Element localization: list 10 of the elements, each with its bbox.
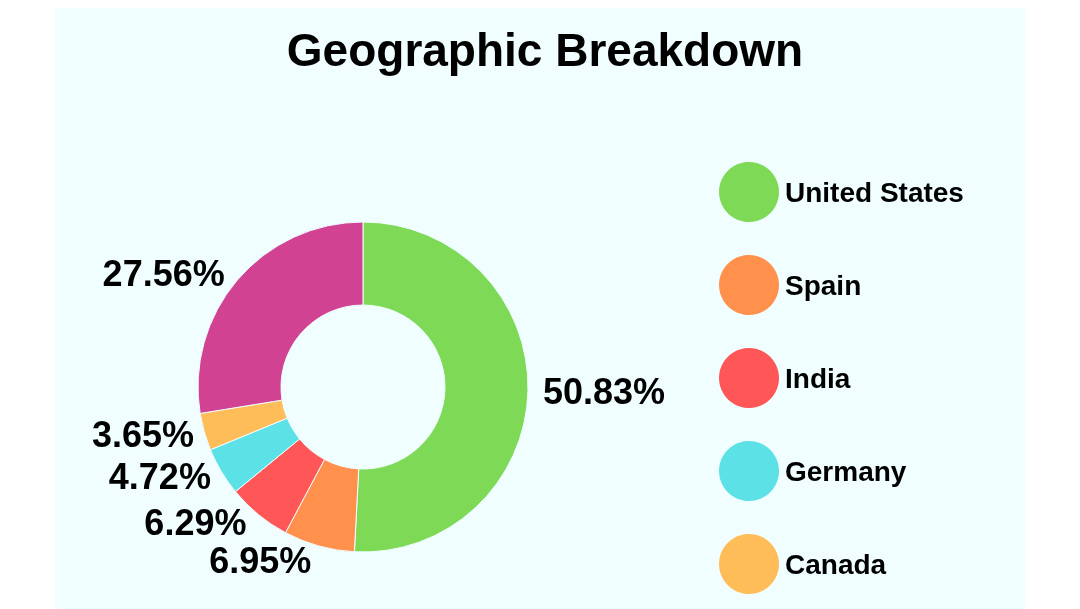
data-label: 3.65% (92, 414, 195, 456)
chart-title: Geographic Breakdown (286, 24, 804, 76)
data-label: 50.83% (542, 371, 666, 413)
legend-label: India (785, 362, 851, 394)
legend-label: Spain (785, 269, 862, 301)
data-label: 27.56% (102, 253, 225, 295)
data-label: 4.72% (108, 456, 211, 498)
legend-label: Canada (785, 548, 887, 580)
legend-label: United States (785, 176, 964, 208)
legend-label: Germany (785, 455, 907, 487)
